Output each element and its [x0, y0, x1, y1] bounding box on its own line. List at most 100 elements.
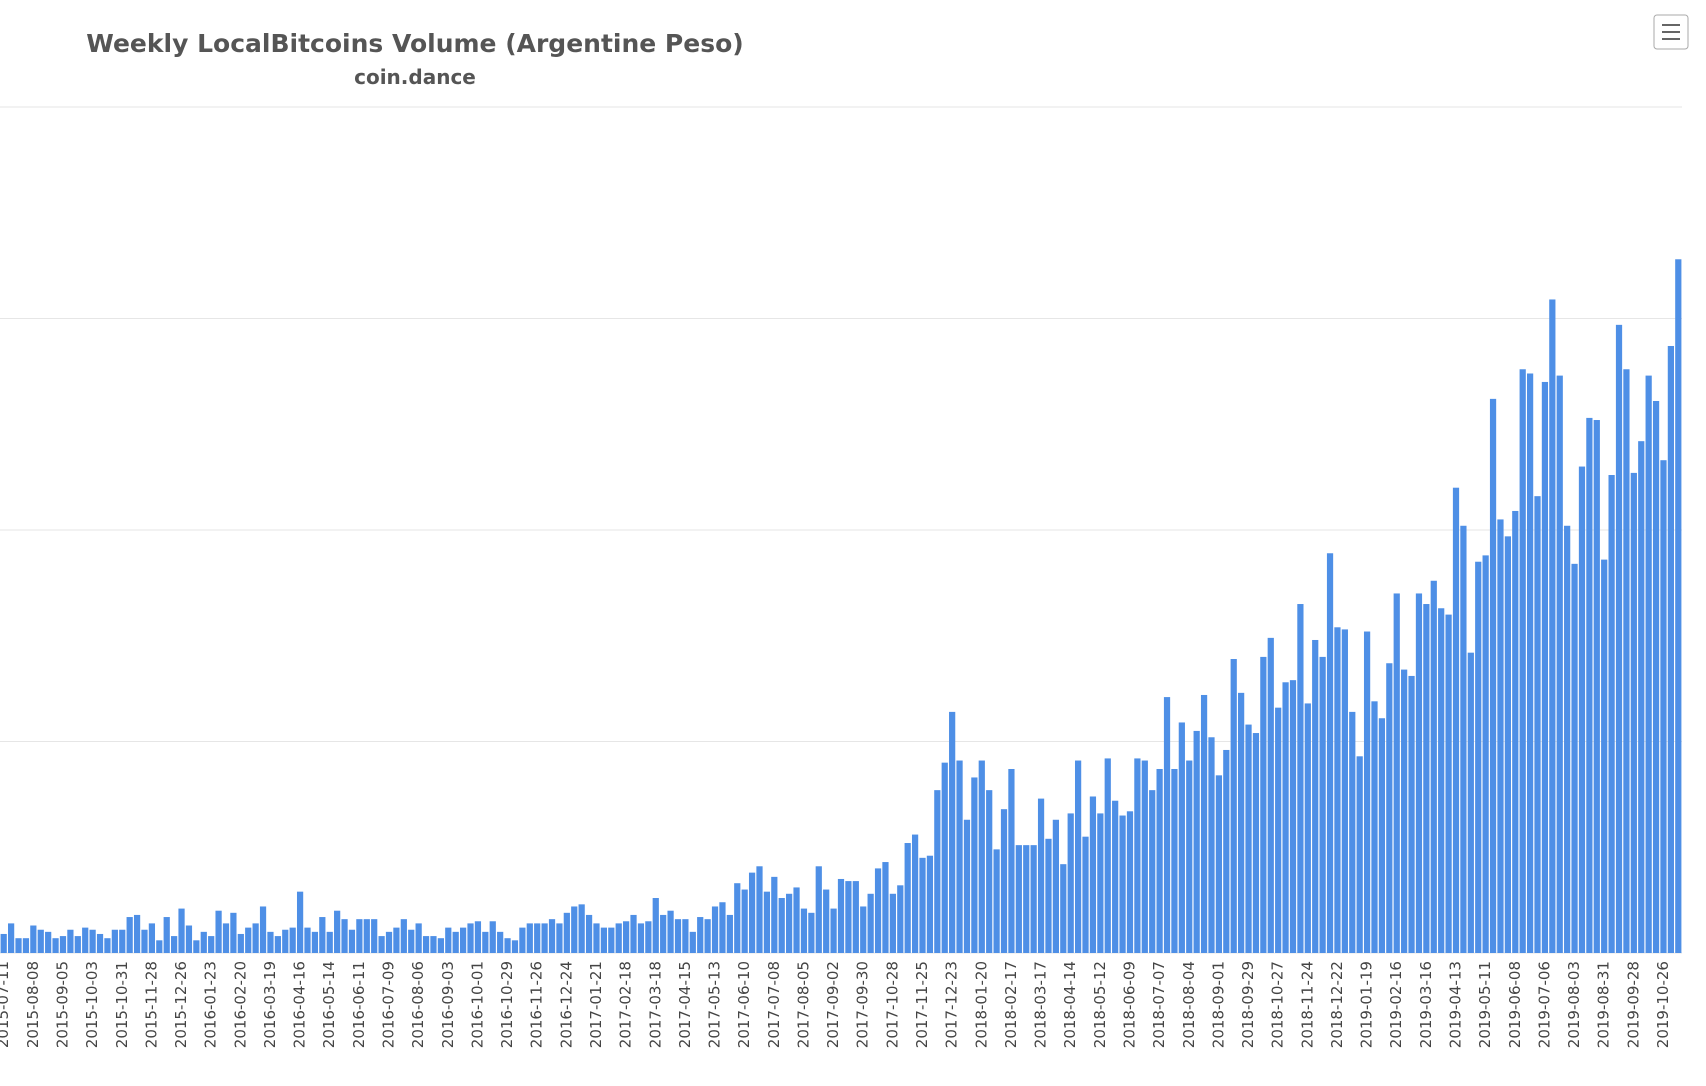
bar [474, 921, 482, 953]
x-tick-label: 2016-07-09 [380, 961, 398, 1048]
bar [156, 940, 163, 953]
bar [1534, 496, 1541, 953]
x-tick-label: 2016-10-01 [468, 961, 486, 1048]
bar [845, 881, 852, 953]
bar [1408, 675, 1415, 953]
bar [1060, 864, 1067, 953]
bar [660, 914, 667, 953]
x-tick-label: 2016-05-14 [320, 961, 338, 1048]
bar [800, 908, 808, 953]
bar [778, 898, 785, 953]
x-tick-label: 2015-07-11 [0, 961, 12, 1048]
bar [986, 790, 993, 953]
x-tick-label: 2016-09-03 [439, 961, 457, 1048]
bar [711, 906, 719, 953]
bar [1556, 375, 1563, 954]
bar [497, 931, 504, 953]
bar [452, 931, 459, 953]
bar [163, 917, 170, 953]
bar [30, 925, 37, 953]
bar [1445, 614, 1452, 953]
bar [282, 929, 289, 953]
bar [348, 929, 356, 953]
bar [652, 898, 659, 953]
bar [689, 931, 696, 953]
bar [956, 760, 963, 953]
bar [1415, 593, 1423, 953]
bar [119, 929, 126, 953]
x-tick-label: 2015-11-28 [142, 961, 160, 1048]
bar [1630, 472, 1637, 953]
bar [963, 819, 971, 953]
bar [904, 843, 911, 953]
bar [600, 927, 608, 953]
x-tick-label: 2017-04-15 [676, 961, 694, 1048]
x-tick-label: 2017-08-05 [794, 961, 812, 1048]
bar [1393, 593, 1400, 953]
x-tick-label: 2016-04-16 [291, 961, 309, 1048]
x-tick-label: 2017-11-25 [913, 961, 931, 1048]
x-tick-label: 2018-08-04 [1180, 961, 1198, 1048]
bar [1482, 555, 1489, 953]
bar [815, 866, 822, 953]
bar [1586, 417, 1593, 953]
bar [978, 760, 985, 953]
x-tick-label: 2019-07-06 [1535, 961, 1553, 1048]
x-tick-label: 2018-11-24 [1298, 961, 1316, 1048]
bar [867, 893, 874, 953]
x-tick-label: 2016-02-20 [231, 961, 249, 1048]
bar [1289, 680, 1297, 953]
bar [1475, 561, 1482, 953]
bar [1097, 813, 1104, 953]
bar [148, 923, 156, 953]
x-tick-label: 2016-03-19 [261, 961, 279, 1048]
x-tick-label: 2016-11-26 [528, 961, 546, 1048]
x-tick-label: 2016-12-24 [557, 961, 575, 1048]
bar [1260, 656, 1267, 953]
bar [1601, 559, 1608, 953]
bar [445, 927, 452, 953]
x-tick-label: 2015-10-03 [83, 961, 101, 1048]
bar [1171, 768, 1178, 953]
bar [1638, 441, 1645, 953]
bar [1667, 345, 1674, 953]
bar [1460, 525, 1467, 953]
x-tick-label: 2019-08-03 [1565, 961, 1583, 1048]
bar [1193, 730, 1200, 953]
x-tick-label: 2018-07-07 [1150, 961, 1168, 1048]
bar [1386, 663, 1393, 953]
bar [623, 921, 630, 953]
bar [1356, 756, 1363, 953]
x-tick-label: 2019-05-11 [1476, 961, 1494, 1048]
bar [934, 790, 941, 953]
bar [889, 893, 896, 953]
bar [1652, 400, 1660, 953]
bar [141, 929, 148, 953]
bar [408, 929, 415, 953]
bar [556, 923, 563, 953]
bar [1675, 259, 1682, 953]
bar [793, 887, 800, 953]
bar [919, 857, 926, 953]
bar [415, 923, 422, 953]
bar [630, 914, 637, 953]
bar [756, 866, 763, 953]
bar [911, 834, 919, 953]
bar [222, 923, 230, 953]
bar [1504, 536, 1511, 953]
bar [1282, 682, 1289, 953]
bar [363, 919, 370, 953]
bar [356, 919, 363, 953]
bar [1067, 813, 1074, 953]
bar [1186, 760, 1193, 953]
bar [1149, 790, 1156, 953]
x-tick-label: 2015-09-05 [53, 961, 71, 1048]
bar [1074, 760, 1082, 953]
chart-subtitle: coin.dance [354, 65, 476, 89]
menu-button[interactable] [1653, 14, 1689, 50]
bar [1037, 798, 1045, 953]
x-tick-label: 2017-03-18 [646, 961, 664, 1048]
x-tick-label: 2017-06-10 [735, 961, 753, 1048]
bar [808, 912, 815, 953]
bar [1000, 809, 1008, 953]
